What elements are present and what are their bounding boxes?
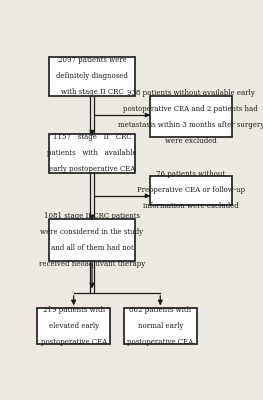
FancyBboxPatch shape [150, 96, 232, 137]
Text: 1081 stage II CRC patients

were considered in the study

and all of them had no: 1081 stage II CRC patients were consider… [39, 212, 145, 268]
Text: 2097 patients were

definitely diagnosed

with stage II CRC: 2097 patients were definitely diagnosed … [56, 56, 128, 96]
FancyBboxPatch shape [49, 134, 135, 173]
Text: 1157   stage   II   CRC

patients   with   available

early postoperative CEA: 1157 stage II CRC patients with availabl… [47, 134, 137, 174]
Text: 862 patients with

normal early

postoperative CEA: 862 patients with normal early postopera… [127, 306, 193, 346]
FancyBboxPatch shape [49, 57, 135, 96]
FancyBboxPatch shape [37, 308, 110, 344]
Text: 219 patients with

elevated early

postoperative CEA: 219 patients with elevated early postope… [41, 306, 107, 346]
Text: 938 patients without available early

postoperative CEA and 2 patients had

meta: 938 patients without available early pos… [118, 88, 263, 144]
FancyBboxPatch shape [124, 308, 197, 344]
FancyBboxPatch shape [49, 219, 135, 260]
Text: 76 patients without

Preoperative CEA or follow-up

information were excluded: 76 patients without Preoperative CEA or … [137, 170, 245, 210]
FancyBboxPatch shape [150, 176, 232, 205]
